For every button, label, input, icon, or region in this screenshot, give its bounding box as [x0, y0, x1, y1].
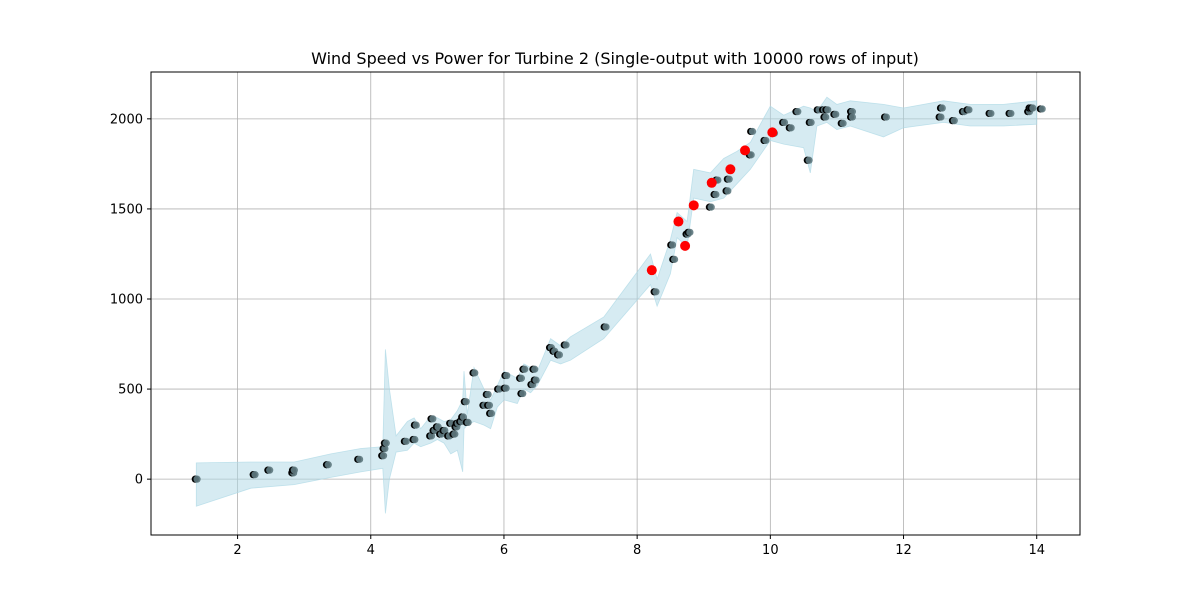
- y-tick-label: 2000: [110, 112, 143, 127]
- x-tick-label: 14: [1028, 543, 1045, 558]
- y-tick-label: 0: [135, 473, 143, 488]
- predicted-point: [382, 439, 390, 447]
- predicted-point: [670, 255, 679, 263]
- predicted-point: [762, 136, 770, 145]
- predicted-point: [807, 118, 815, 127]
- predicted-point: [532, 376, 540, 384]
- predicted-point: [521, 365, 529, 373]
- predicted-point: [290, 466, 298, 474]
- predicted-point: [193, 475, 201, 483]
- predicted-point: [937, 113, 945, 121]
- predicted-point: [1029, 104, 1037, 112]
- predicted-point: [381, 444, 389, 453]
- data-points: [191, 104, 1046, 483]
- predicted-point: [441, 426, 449, 435]
- highlighted-point: [725, 164, 736, 175]
- predicted-point: [1038, 105, 1046, 113]
- predicted-point: [412, 421, 420, 429]
- predicted-point: [451, 430, 459, 438]
- predicted-point: [462, 398, 470, 406]
- predicted-point: [747, 151, 755, 159]
- predicted-point: [652, 288, 660, 296]
- predicted-point: [938, 104, 946, 112]
- highlighted-point: [680, 240, 691, 251]
- predicted-point: [555, 351, 563, 359]
- x-tick-label: 6: [500, 543, 508, 558]
- y-tick-label: 500: [118, 383, 143, 398]
- predicted-point: [251, 471, 259, 479]
- predicted-point: [950, 117, 958, 125]
- y-tick-label: 1500: [110, 202, 143, 217]
- predicted-point: [987, 109, 995, 118]
- predicted-point: [780, 118, 789, 127]
- predicted-point: [787, 124, 795, 132]
- highlighted-point: [688, 200, 699, 211]
- predicted-point: [822, 113, 830, 121]
- plot-frame: [150, 71, 1081, 536]
- highlighted-point: [673, 216, 684, 227]
- predicted-point: [379, 452, 388, 460]
- predicted-point: [602, 323, 610, 331]
- predicted-point: [459, 413, 468, 421]
- x-tick-label: 12: [895, 543, 912, 558]
- predicted-point: [562, 341, 570, 349]
- predicted-point: [748, 127, 757, 136]
- predicted-point: [794, 108, 802, 116]
- predicted-point: [266, 466, 274, 474]
- x-tick-label: 10: [762, 543, 779, 558]
- predicted-point: [824, 106, 832, 114]
- predicted-point: [464, 418, 472, 427]
- predicted-point: [427, 432, 436, 440]
- predicted-point: [487, 409, 496, 417]
- predicted-point: [484, 390, 492, 399]
- predicted-point: [724, 187, 732, 195]
- uncertainty-band: [195, 96, 1038, 514]
- highlighted-point: [706, 177, 717, 188]
- predicted-point: [848, 108, 856, 116]
- predicted-point: [485, 401, 494, 409]
- predicted-point: [839, 119, 847, 127]
- predicted-point: [668, 241, 677, 249]
- highlighted-point: [646, 265, 657, 276]
- predicted-point: [965, 106, 973, 114]
- y-tick-label: 1000: [110, 292, 143, 307]
- x-tick-label: 4: [367, 543, 375, 558]
- predicted-point: [503, 371, 511, 380]
- predicted-point: [402, 437, 410, 445]
- predicted-point: [848, 113, 856, 121]
- predicted-point: [531, 365, 539, 373]
- predicted-point: [324, 461, 332, 469]
- predicted-point: [519, 389, 527, 398]
- predicted-point: [725, 175, 733, 183]
- x-tick-label: 2: [233, 543, 241, 558]
- x-tick-label: 8: [633, 543, 641, 558]
- highlighted-point: [740, 145, 751, 156]
- predicted-point: [805, 156, 813, 164]
- predicted-point: [707, 203, 715, 211]
- predicted-point: [502, 384, 510, 392]
- predicted-point: [882, 113, 890, 121]
- predicted-point: [355, 455, 364, 463]
- highlighted-point: [767, 127, 778, 138]
- predicted-point: [686, 228, 694, 236]
- confidence-band: [195, 96, 1038, 514]
- grid: [151, 72, 1080, 535]
- predicted-point: [411, 435, 419, 444]
- predicted-point: [1007, 109, 1015, 118]
- predicted-point: [832, 110, 840, 118]
- chart-title: Wind Speed vs Power for Turbine 2 (Singl…: [311, 49, 919, 68]
- axis-ticks: 2 4 6 8 10 12 14 0 500 1000 1500 2000: [110, 112, 1045, 558]
- predicted-point: [429, 415, 437, 423]
- predicted-point: [471, 369, 479, 377]
- predicted-point: [517, 374, 526, 382]
- predicted-point: [712, 190, 720, 199]
